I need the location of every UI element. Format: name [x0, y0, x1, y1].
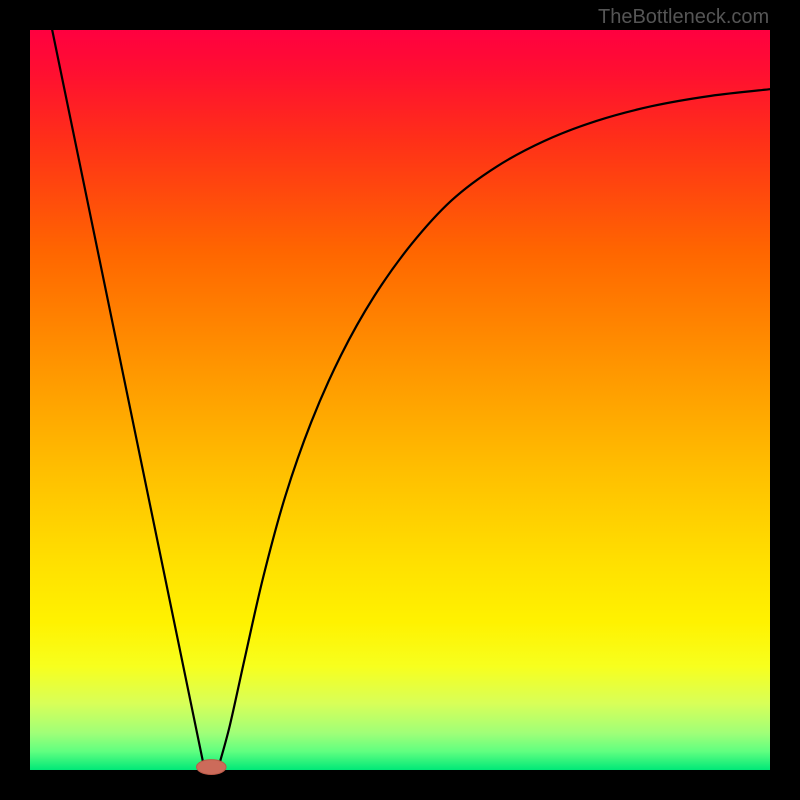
gradient-plot — [0, 0, 800, 800]
bottleneck-marker — [197, 760, 227, 775]
watermark-text: TheBottleneck.com — [598, 6, 769, 29]
chart-frame — [0, 0, 800, 800]
